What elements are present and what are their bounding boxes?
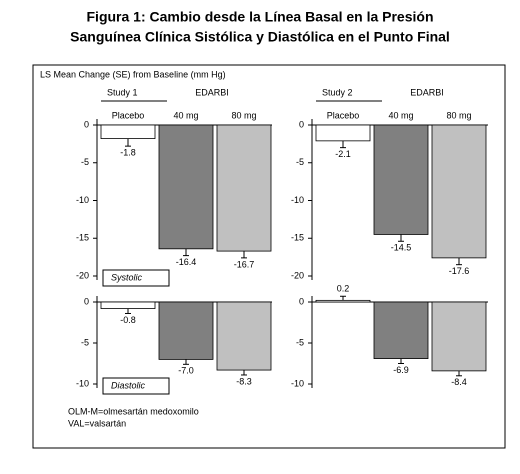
y-tick-label: -5 (81, 337, 89, 347)
value-label: -8.3 (236, 376, 252, 386)
y-tick-label: 0 (84, 296, 89, 306)
bar (315, 299, 371, 303)
y-tick-label: 0 (84, 119, 89, 129)
study-label: Study 1 (107, 87, 138, 97)
y-tick-label: -20 (76, 270, 89, 280)
bar (100, 124, 156, 139)
y-tick-label: -15 (76, 233, 89, 243)
chart-title: Sanguínea Clínica Sistólica y Diastólica… (70, 29, 450, 45)
y-tick-label: -10 (76, 378, 89, 388)
x-tick-label: Placebo (327, 110, 360, 120)
group-label: EDARBI (410, 87, 444, 97)
value-label: -2.1 (335, 149, 351, 159)
bar (216, 301, 272, 371)
bar (431, 124, 487, 259)
value-label: 0.2 (337, 284, 350, 294)
study-label: Study 2 (322, 87, 353, 97)
y-tick-label: -5 (81, 157, 89, 167)
x-tick-label: Placebo (112, 110, 145, 120)
bar (315, 124, 371, 142)
x-tick-label: 40 mg (173, 110, 198, 120)
y-tick-label: 0 (299, 296, 304, 306)
value-label: -8.4 (451, 377, 467, 387)
value-label: -0.8 (120, 315, 136, 325)
x-tick-label: 40 mg (388, 110, 413, 120)
value-label: -16.7 (234, 259, 255, 269)
panel-label-box (102, 377, 170, 395)
footnote: OLM-M=olmesartán medoxomilo (68, 406, 199, 416)
value-label: -17.6 (449, 266, 470, 276)
bar (431, 301, 487, 372)
x-tick-label: 80 mg (446, 110, 471, 120)
y-tick-label: -10 (76, 195, 89, 205)
value-label: -16.4 (176, 257, 197, 267)
panel-label: Diastolic (111, 380, 146, 390)
y-axis-label: LS Mean Change (SE) from Baseline (mm Hg… (40, 69, 226, 79)
value-label: -1.8 (120, 148, 136, 158)
bar (100, 301, 156, 309)
x-tick-label: 80 mg (231, 110, 256, 120)
y-tick-label: 0 (299, 119, 304, 129)
footnote: VAL=valsartán (68, 418, 126, 428)
value-label: -6.9 (393, 365, 409, 375)
group-label: EDARBI (195, 87, 229, 97)
y-tick-label: -10 (291, 195, 304, 205)
frame (32, 64, 506, 449)
y-tick-label: -10 (291, 378, 304, 388)
panel-label-box (102, 269, 170, 287)
panel-label: Systolic (111, 272, 143, 282)
bar (373, 301, 429, 359)
chart-title: Figura 1: Cambio desde la Línea Basal en… (87, 9, 434, 25)
value-label: -14.5 (391, 243, 412, 253)
y-tick-label: -5 (296, 157, 304, 167)
value-label: -7.0 (178, 366, 194, 376)
bar (216, 124, 272, 252)
bar (158, 301, 214, 360)
y-tick-label: -15 (291, 233, 304, 243)
bar (373, 124, 429, 235)
bar (158, 124, 214, 250)
y-tick-label: -20 (291, 270, 304, 280)
y-tick-label: -5 (296, 337, 304, 347)
